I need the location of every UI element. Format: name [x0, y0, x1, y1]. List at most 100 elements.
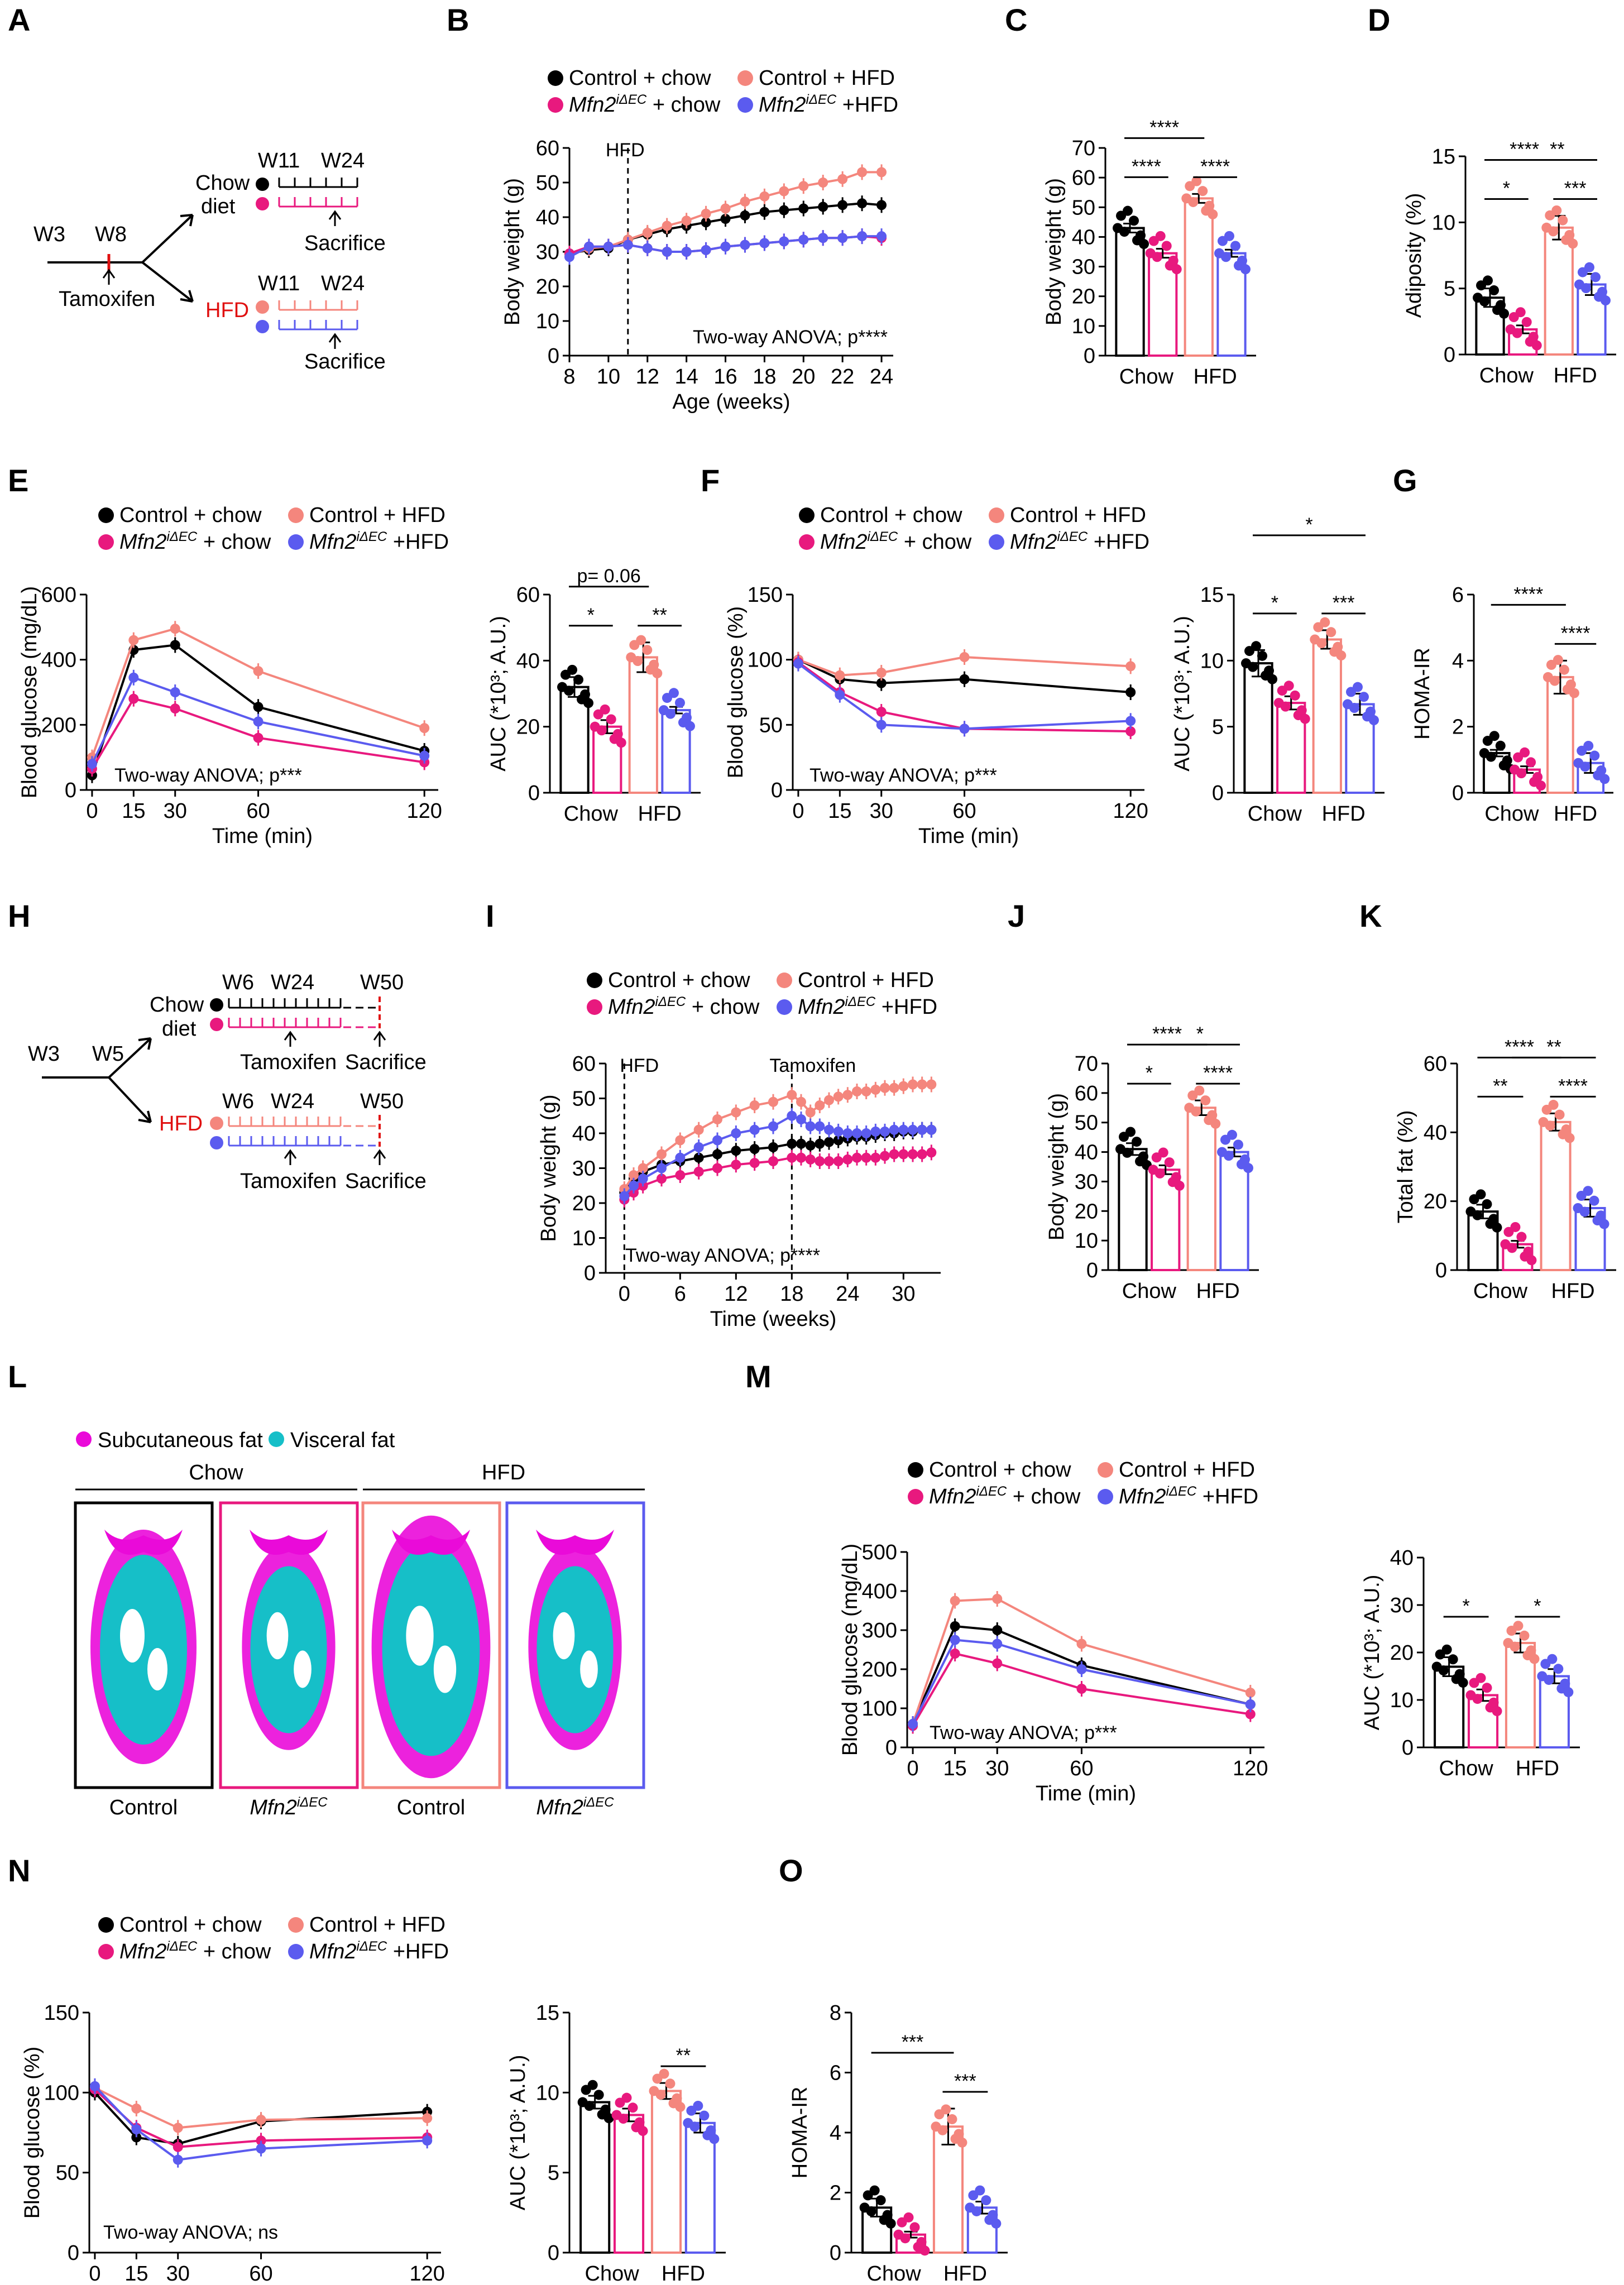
bar-dot-control_chow [581, 2085, 591, 2095]
data-point-control_hfd [1125, 661, 1136, 672]
y-tick-label-B: 0 [548, 344, 559, 368]
bar-dot-control_chow [1119, 1132, 1129, 1142]
x-tick-label-E: 120 [406, 799, 442, 823]
panel-label-o: O [779, 1853, 803, 1888]
bar-dot-control_chow [1502, 755, 1512, 766]
legend-label-mfn2_hfd: Mfn2iΔEC +HFD [798, 994, 937, 1019]
bar-dot-control_hfd [1207, 1110, 1218, 1120]
bar-mfn2_chow [1151, 1168, 1181, 1271]
scheme-a-w11-top: W11 [258, 149, 300, 173]
data-point-mfn2_hfd [759, 238, 770, 248]
data-point-control_hfd [861, 1086, 871, 1096]
data-point-control_chow [720, 214, 731, 224]
bar-control_hfd [628, 656, 658, 794]
data-point-control_hfd [833, 1091, 844, 1102]
bar-dot-mfn2_chow [1516, 1232, 1527, 1242]
data-point-mfn2_chow [880, 1151, 890, 1161]
data-point-mfn2_hfd [880, 1126, 890, 1137]
group-label-chow: Chow [1473, 1280, 1528, 1303]
y-axis-title-M: Blood glucose (mg/dL) [839, 1544, 862, 1756]
data-point-mfn2_hfd [768, 1121, 778, 1132]
bar-dot-control_hfd [1204, 200, 1215, 211]
scheme-a-tamoxifen: Tamoxifen [59, 288, 155, 311]
scheme-a-w24-bottom: W24 [321, 272, 365, 295]
x-axis-title-E: Time (min) [212, 825, 313, 848]
sig-label-E2: p= 0.06 [577, 566, 640, 587]
y-tick-label-D: 0 [1444, 343, 1455, 367]
x-tick-label-B: 8 [563, 365, 575, 389]
y-tick-label-N: 0 [68, 2241, 79, 2265]
data-point-control_chow [787, 1138, 797, 1149]
bar-dot-control_chow [1448, 1654, 1458, 1665]
y-tick-label-K: 0 [1435, 1259, 1447, 1282]
data-point-mfn2_hfd [852, 1128, 862, 1138]
data-point-control_chow [693, 1152, 704, 1163]
data-point-mfn2_hfd [837, 233, 848, 243]
bar-dot-control_hfd [649, 2086, 659, 2096]
y-tick-label-M: 300 [862, 1619, 897, 1642]
bar-dot-mfn2_chow [1145, 248, 1156, 258]
legend-label-mfn2_chow: Mfn2iΔEC + chow [929, 1484, 1081, 1508]
legend-dot-mfn2_chow [908, 1489, 923, 1505]
sig-label-D: **** [1510, 139, 1539, 160]
data-point-mfn2_hfd [1125, 716, 1136, 726]
legend-dot-mfn2_hfd [288, 1944, 304, 1960]
y-tick-label-C: 10 [1072, 315, 1095, 338]
data-point-mfn2_hfd [89, 2081, 100, 2091]
data-point-control_chow [712, 1149, 722, 1160]
legend-visceral-label: Visceral fat [290, 1429, 395, 1452]
bar-dot-control_chow [1499, 308, 1510, 319]
bar-dot-mfn2_hfd [1573, 1203, 1583, 1213]
data-point-mfn2_hfd [693, 1142, 704, 1152]
bar-dot-control_hfd [931, 2121, 941, 2132]
data-point-mfn2_hfd [170, 687, 180, 697]
y-tick-label-K: 20 [1424, 1190, 1447, 1214]
panel-label-b: B [447, 2, 469, 37]
y-tick-label-B: 30 [536, 241, 559, 264]
legend-f: Control + chow Control + HFD Mfn2iΔEC + ch… [799, 504, 1149, 554]
legend-dot-control_chow [587, 973, 602, 988]
data-point-control_chow [959, 674, 970, 684]
y-tick-label-I: 30 [572, 1157, 596, 1181]
data-point-control_hfd [805, 1107, 816, 1118]
group-label-chow: Chow [1479, 364, 1534, 387]
legend-dot-mfn2_hfd [777, 999, 792, 1015]
legend-subcutaneous-dot [76, 1431, 92, 1447]
group-label-hfd: HFD [1194, 365, 1237, 389]
bar-dot-control_chow [1257, 650, 1268, 661]
scheme-a-w3: W3 [33, 223, 65, 246]
sig-label-O: *** [954, 2071, 976, 2092]
data-point-control_hfd [768, 1096, 778, 1107]
scheme-a-hfd: HFD [205, 299, 249, 322]
y-tick-label-E: 400 [41, 649, 76, 672]
bar-dot-mfn2_chow [615, 2097, 625, 2108]
x-tick-label-B: 12 [636, 365, 659, 389]
legend-i: Control + chow Control + HFD Mfn2iΔEC + ch… [587, 969, 937, 1019]
bar-dot-control_hfd [1542, 672, 1553, 682]
y-tick-label-J: 0 [1086, 1259, 1098, 1282]
mri-label-2: Mfn2iΔEC [250, 1795, 328, 1819]
bar-dot-mfn2_hfd [1600, 295, 1611, 306]
vline-label-I: HFD [620, 1055, 659, 1076]
data-point-mfn2_chow [749, 1158, 760, 1168]
scheme-h-w50-top: W50 [360, 971, 404, 994]
bar-dot-mfn2_hfd [991, 2218, 1002, 2229]
bar-dot-mfn2_hfd [968, 2190, 979, 2201]
bar-dot-mfn2_hfd [1577, 745, 1587, 756]
y-tick-label-F2: 10 [1200, 649, 1224, 673]
bar-dot-mfn2_hfd [1596, 765, 1607, 775]
y-tick-label-C: 30 [1072, 256, 1095, 279]
y-tick-label-O: 6 [830, 2062, 841, 2085]
legend-visceral-dot [269, 1431, 284, 1447]
panel-label-m: M [745, 1359, 772, 1394]
bar-control_chow [1243, 662, 1273, 794]
bar-dot-mfn2_hfd [684, 721, 695, 731]
data-point-control_chow [798, 203, 809, 214]
x-tick-label-B: 10 [597, 365, 620, 389]
bar-dot-control_chow [1482, 736, 1493, 746]
bar-dot-mfn2_hfd [1563, 1687, 1574, 1698]
y-tick-label-J: 10 [1075, 1229, 1098, 1253]
y-tick-label-M2: 10 [1390, 1689, 1414, 1712]
bar-dot-control_chow [600, 2104, 611, 2115]
